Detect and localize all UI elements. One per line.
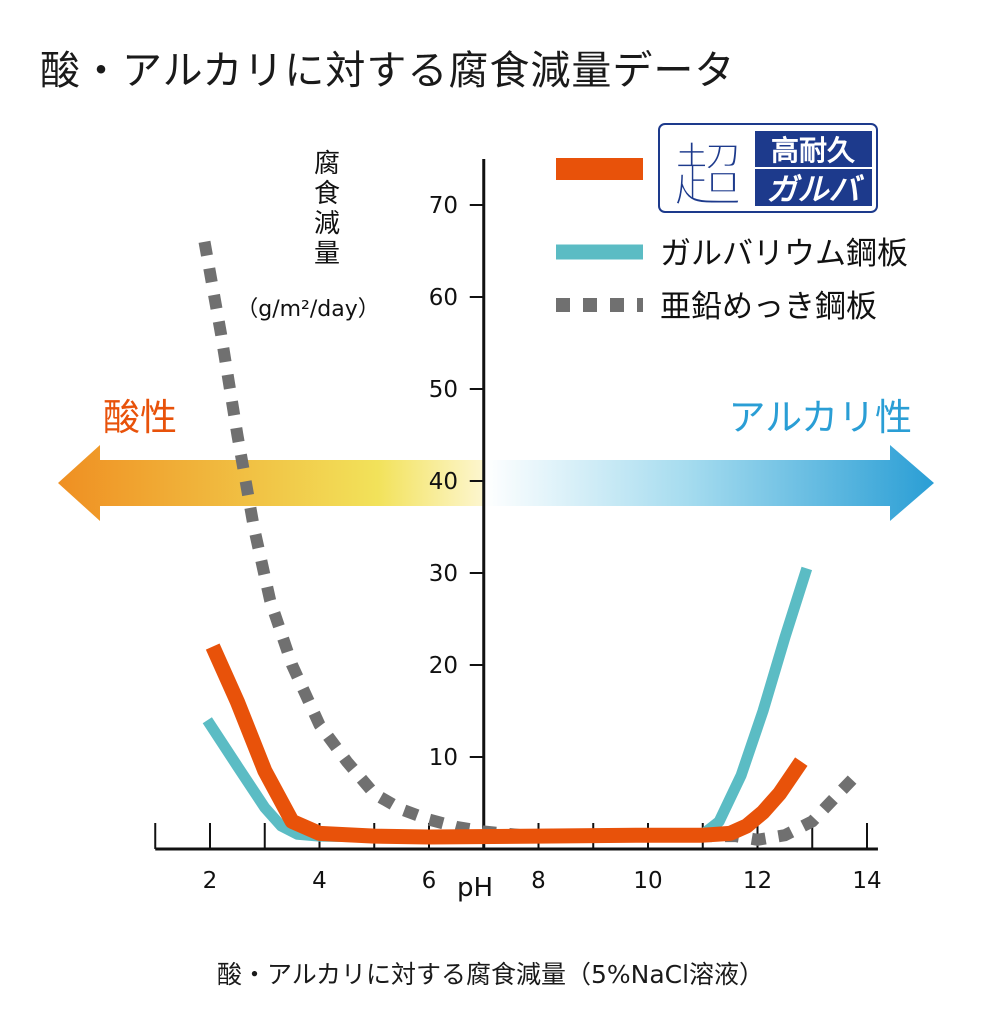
y-tick-label: 30 bbox=[429, 561, 458, 587]
alkali-label: アルカリ性 bbox=[728, 396, 912, 439]
series-line-zinc bbox=[198, 240, 861, 846]
page-title: 酸・アルカリに対する腐食減量データ bbox=[40, 48, 736, 94]
x-tick-label: 14 bbox=[852, 868, 881, 894]
logo-top-text: 高耐久 bbox=[771, 134, 855, 167]
legend-label-zinc: 亜鉛めっき鋼板 bbox=[660, 289, 877, 325]
logo-bottom-text: ガルバ bbox=[767, 172, 865, 208]
x-tick-label: 2 bbox=[203, 868, 218, 894]
series-line-super_galva bbox=[205, 643, 808, 845]
y-tick-label: 10 bbox=[429, 745, 458, 771]
y-axis-label-char: 量 bbox=[314, 239, 340, 269]
acid-arrow bbox=[58, 445, 484, 521]
series-line-galvalume bbox=[202, 566, 813, 843]
x-tick-label: 4 bbox=[312, 868, 327, 894]
acid-label: 酸性 bbox=[103, 396, 177, 439]
y-axis-label-char: 減 bbox=[314, 209, 340, 239]
logo-bottom-band bbox=[755, 169, 872, 206]
alkali-arrow bbox=[483, 445, 934, 521]
y-tick-label: 70 bbox=[429, 193, 458, 219]
y-tick-label: 20 bbox=[429, 653, 458, 679]
y-axis-label-char: 食 bbox=[314, 179, 340, 209]
y-tick-label: 50 bbox=[429, 377, 458, 403]
x-axis-label: pH bbox=[457, 873, 493, 903]
logo-top-band bbox=[755, 131, 872, 167]
x-tick-label: 6 bbox=[422, 868, 437, 894]
y-axis-label-char: 腐 bbox=[314, 149, 340, 179]
y-tick-label: 60 bbox=[429, 285, 458, 311]
super-galva-logo: 超高耐久ガルバ bbox=[658, 123, 878, 218]
legend-label-galvalume: ガルバリウム鋼板 bbox=[660, 236, 908, 272]
chart-caption: 酸・アルカリに対する腐食減量（5%NaCl溶液） bbox=[216, 960, 765, 989]
y-axis-unit: （g/m²/day） bbox=[236, 297, 380, 322]
x-tick-label: 12 bbox=[743, 868, 772, 894]
logo-kanji: 超 bbox=[673, 135, 744, 217]
x-tick-label: 10 bbox=[633, 868, 662, 894]
x-tick-label: 8 bbox=[531, 868, 546, 894]
y-tick-label: 40 bbox=[429, 469, 458, 495]
